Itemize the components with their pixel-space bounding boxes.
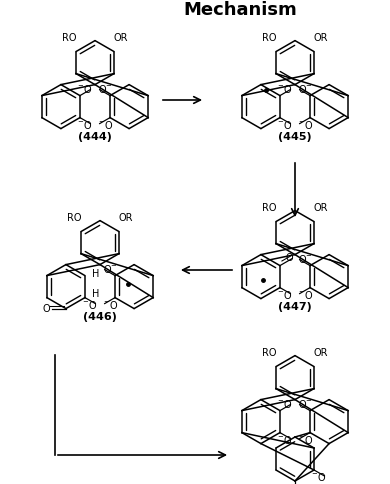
Text: RO: RO xyxy=(67,213,81,224)
Text: O$^{-}$: O$^{-}$ xyxy=(298,83,313,94)
Text: OR: OR xyxy=(314,33,328,44)
Text: $^{-}$O: $^{-}$O xyxy=(77,119,92,131)
Text: (447): (447) xyxy=(278,302,312,312)
Text: RO: RO xyxy=(262,203,276,213)
Text: RO: RO xyxy=(62,33,76,44)
Text: OR: OR xyxy=(314,203,328,213)
Text: OR: OR xyxy=(119,213,133,224)
Text: O$^{-}$: O$^{-}$ xyxy=(298,253,313,265)
Text: Mechanism: Mechanism xyxy=(183,1,297,19)
Text: $^{-}$O: $^{-}$O xyxy=(298,288,313,301)
Text: H: H xyxy=(92,289,100,299)
Text: $^{-}$O: $^{-}$O xyxy=(98,119,113,131)
Text: OR: OR xyxy=(114,33,128,44)
Text: $^{-}$O: $^{-}$O xyxy=(277,397,292,409)
Text: $^{-}$O: $^{-}$O xyxy=(298,434,313,446)
Text: (446): (446) xyxy=(83,312,117,322)
Text: O$^{-}$: O$^{-}$ xyxy=(103,263,118,274)
Text: $^{-}$O: $^{-}$O xyxy=(277,83,292,94)
Text: O: O xyxy=(42,303,50,314)
Text: O: O xyxy=(285,253,293,263)
Text: RO: RO xyxy=(262,348,276,358)
Text: O$^{-}$: O$^{-}$ xyxy=(98,83,113,94)
Text: O$^{-}$: O$^{-}$ xyxy=(298,397,313,409)
Text: (445): (445) xyxy=(278,133,312,142)
Text: $^{-}$O: $^{-}$O xyxy=(103,299,118,311)
Text: (444): (444) xyxy=(78,133,112,142)
Text: OR: OR xyxy=(314,348,328,358)
Text: $^{-}$O: $^{-}$O xyxy=(77,83,92,94)
Text: $^{-}$O: $^{-}$O xyxy=(277,119,292,131)
Text: H: H xyxy=(92,269,100,279)
Text: $^{-}$O: $^{-}$O xyxy=(298,119,313,131)
Text: $^{-}$O: $^{-}$O xyxy=(277,434,292,446)
Text: RO: RO xyxy=(262,33,276,44)
Text: $^{-}$O: $^{-}$O xyxy=(311,471,326,483)
Text: $^{-}$O: $^{-}$O xyxy=(82,299,97,311)
Text: $^{-}$O: $^{-}$O xyxy=(277,288,292,301)
